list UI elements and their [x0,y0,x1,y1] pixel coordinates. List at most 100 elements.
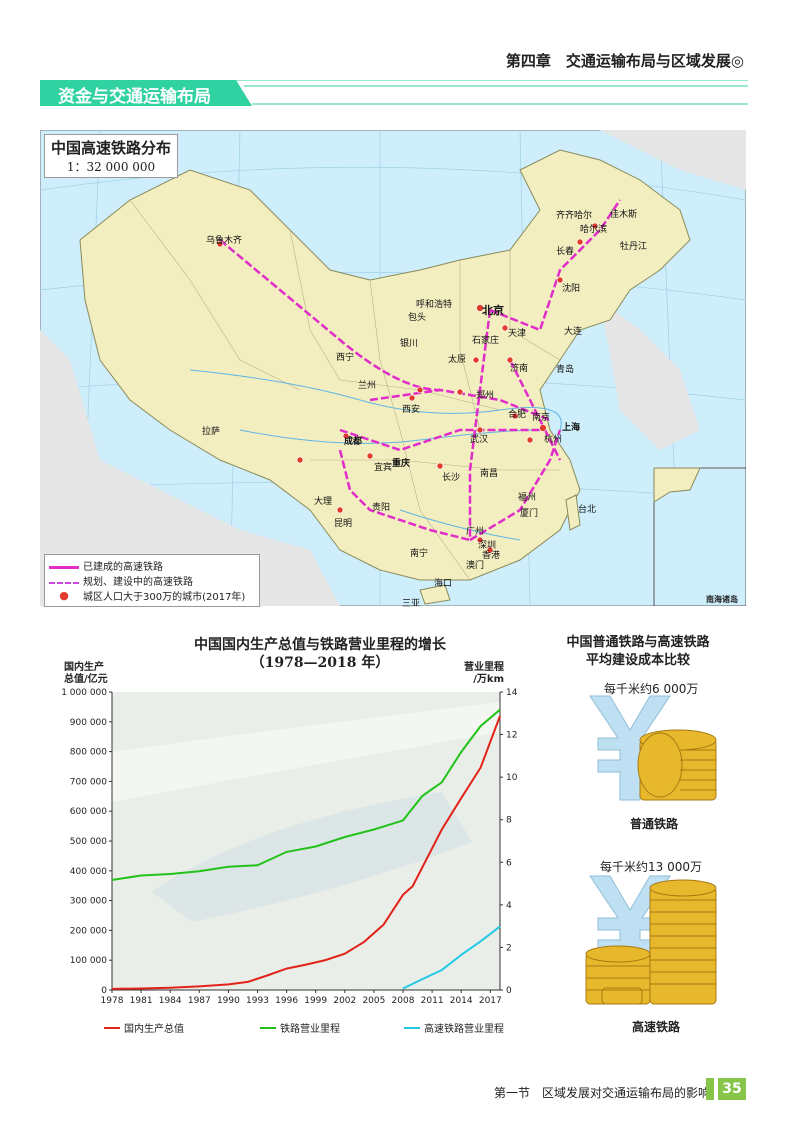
chart-title-line2: （1978—2018 年） [250,655,390,671]
hsr-series-line [402,925,501,990]
city-label: 重庆 [392,459,411,469]
legend-hsr-label: 高速铁路营业里程 [424,1024,504,1035]
normal-cost-illustration [589,695,717,801]
city-label: 福州 [518,493,537,503]
legend-planned-label: 规划、建设中的高速铁路 [83,577,193,588]
x-tick-label: 2005 [362,996,385,1006]
left-tick-label: 900 000 [70,718,107,728]
coin-stack-icon [637,729,717,801]
left-tick-label: 500 000 [70,837,107,847]
right-tick-label: 2 [506,943,512,953]
x-tick-label: 2011 [421,996,444,1006]
right-tick-label: 4 [506,901,512,911]
section-banner [40,80,748,106]
left-axis-label: 国内生产 总值/亿元 [64,662,108,686]
planned-line-swatch [49,581,79,584]
city-label: 牡丹江 [620,242,648,252]
x-tick-label: 1990 [217,996,240,1006]
city-label: 大连 [564,327,583,337]
x-tick-label: 1981 [130,996,153,1006]
city-label: 北京 [482,304,504,317]
left-tick-label: 100 000 [70,956,107,966]
cost-title-line2: 平均建设成本比较 [585,653,690,668]
city-label: 海口 [434,579,453,589]
train-photo-shape [112,702,500,802]
china-hsr-map [40,130,746,606]
right-tick-label: 12 [506,731,517,741]
hsr-cost-illustration [585,875,717,1005]
coin-stack-icon [585,879,717,1005]
left-tick-label: 400 000 [70,867,107,877]
city-label: 乌鲁木齐 [206,236,243,246]
legend-rail: 铁路营业里程 [260,1020,340,1035]
left-tick-label: 300 000 [70,897,107,907]
map-title: 中国高速铁路分布 [51,139,172,157]
city-label: 深圳 [478,541,497,551]
section-title: 资金与交通运输布局 [58,87,211,107]
legend-built-label: 已建成的高速铁路 [83,562,163,573]
city-label: 银川 [400,339,419,349]
city-label: 南京 [532,413,551,423]
city-label: 昆明 [334,519,353,529]
left-axis-label-line1: 国内生产 [64,662,104,673]
city-label: 长春 [556,247,575,257]
hsr-name: 高速铁路 [632,1020,681,1034]
left-tick-label: 0 [101,986,107,996]
legend-hsr: 高速铁路营业里程 [404,1020,504,1035]
city-label: 南昌 [480,469,499,479]
city-label: 南宁 [410,549,429,559]
left-tick-label: 600 000 [70,807,107,817]
legend-row-city: ● 城区人口大于300万的城市(2017年) [49,588,255,604]
city-label: 哈尔滨 [580,225,608,235]
city-label: 宜宾 [374,463,393,473]
city-label: 台北 [578,505,597,515]
city-label: 大理 [314,497,333,507]
right-axis-label-line1: 营业里程 [464,662,504,673]
x-tick-label: 2017 [479,996,502,1006]
legend-rail-line [260,1026,276,1029]
x-tick-label: 1996 [275,996,298,1006]
city-label: 西宁 [336,353,355,363]
city-label: 武汉 [470,435,489,445]
city-label: 成都 [344,437,363,447]
right-axis-label: 营业里程 /万km [464,662,504,686]
city-label: 兰州 [358,381,377,391]
left-axis-label-line2: 总值/亿元 [64,674,108,685]
page-number: 35 [718,1078,746,1100]
city-label: 济南 [510,364,529,374]
map-title-box: 中国高速铁路分布 1：32 000 000 [44,134,179,178]
legend-rail-label: 铁路营业里程 [280,1024,340,1035]
map-scale: 1：32 000 000 [66,160,156,174]
city-label: 广州 [466,527,485,537]
left-tick-label: 200 000 [70,926,107,936]
legend-row-built: 已建成的高速铁路 [49,558,255,573]
chart-title: 中国国内生产总值与铁路营业里程的增长 （1978—2018 年） [100,636,540,672]
city-label: 石家庄 [472,336,500,346]
city-label: 厦门 [520,509,539,519]
city-label: 长沙 [442,473,461,483]
x-tick-label: 1999 [304,996,327,1006]
right-tick-label: 0 [506,986,512,996]
left-tick-label: 800 000 [70,748,107,758]
x-tick-label: 1978 [101,996,124,1006]
chart-title-line1: 中国国内生产总值与铁路营业里程的增长 [194,637,446,653]
city-label: 沈阳 [562,284,581,294]
city-label: 合肥 [508,410,527,420]
x-tick-label: 1993 [246,996,269,1006]
right-tick-label: 6 [506,858,512,868]
legend-hsr-line [404,1026,420,1029]
footer-text: 第一节 区域发展对交通运输布局的影响 [493,1086,710,1100]
city-label: 澳门 [466,561,485,571]
map-legend: 已建成的高速铁路 规划、建设中的高速铁路 ● 城区人口大于300万的城市(201… [44,554,260,607]
legend-row-planned: 规划、建设中的高速铁路 [49,573,255,588]
legend-gdp-label: 国内生产总值 [124,1024,184,1035]
right-axis-label-line2: /万km [473,674,504,685]
right-tick-label: 14 [506,688,518,698]
city-dot-icon: ● [59,588,69,602]
city-label: 青岛 [556,365,575,375]
inset-label: 南海诸岛 [706,595,738,604]
cost-title-line1: 中国普通铁路与高速铁路 [566,635,710,650]
gdp-series-line [111,715,501,990]
city-label: 拉萨 [202,427,221,437]
city-label: 杭州 [544,435,563,445]
